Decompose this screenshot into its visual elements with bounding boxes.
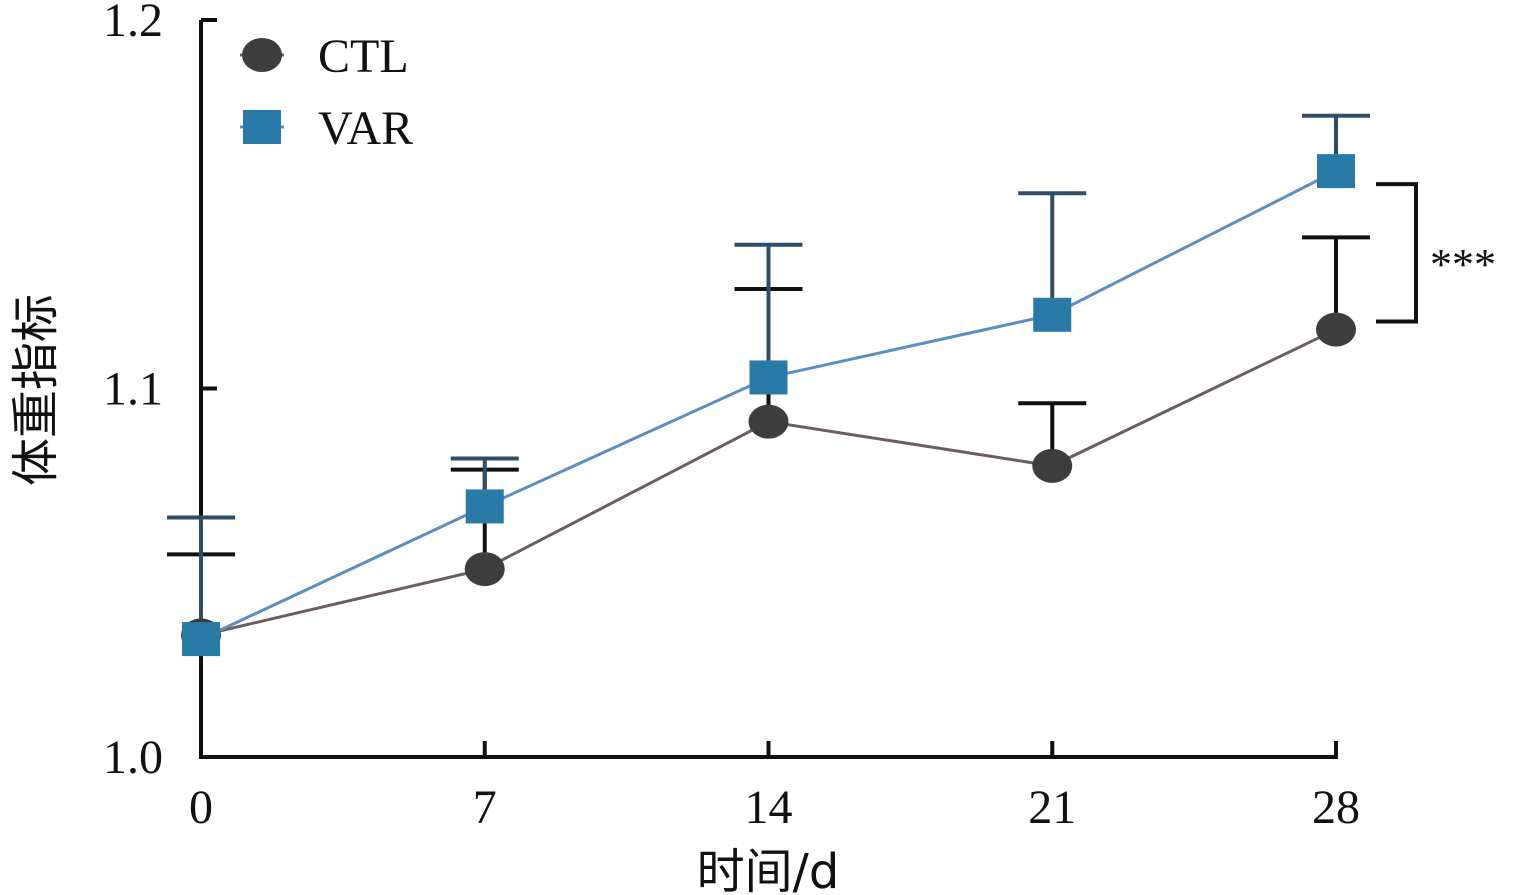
y-axis-title: 体重指标 — [8, 294, 64, 486]
series-layer — [167, 113, 1370, 657]
point-var — [182, 622, 220, 657]
y-tick-label: 1.0 — [103, 731, 163, 784]
x-tick-label: 14 — [745, 781, 793, 834]
point-var — [465, 489, 504, 524]
point-var — [1033, 297, 1072, 332]
point-var — [749, 360, 788, 395]
legend-label-var: VAR — [318, 102, 413, 155]
point-var — [1317, 154, 1355, 189]
point-ctl — [748, 404, 789, 439]
x-axis-title: 时间/d — [697, 844, 840, 895]
y-tick-label: 1.2 — [103, 0, 163, 47]
legend-marker-var — [243, 110, 281, 144]
legend-marker-ctl — [242, 38, 282, 72]
point-ctl — [1316, 312, 1356, 347]
tick-labels: 1.0 1.1 1.2 0 7 14 21 28 — [103, 0, 1360, 834]
x-tick-label: 7 — [473, 781, 497, 834]
significance-bracket — [1376, 182, 1418, 324]
x-tick-label: 21 — [1028, 781, 1076, 834]
point-ctl — [464, 552, 505, 587]
legend: CTL VAR — [240, 30, 413, 155]
point-ctl — [1032, 448, 1073, 483]
y-tick-label: 1.1 — [103, 363, 163, 416]
x-tick-label: 28 — [1312, 781, 1360, 834]
annotation-layer: *** — [1376, 182, 1496, 324]
x-tick-label: 0 — [189, 781, 213, 834]
significance-label: *** — [1430, 240, 1496, 289]
legend-label-ctl: CTL — [318, 30, 409, 83]
